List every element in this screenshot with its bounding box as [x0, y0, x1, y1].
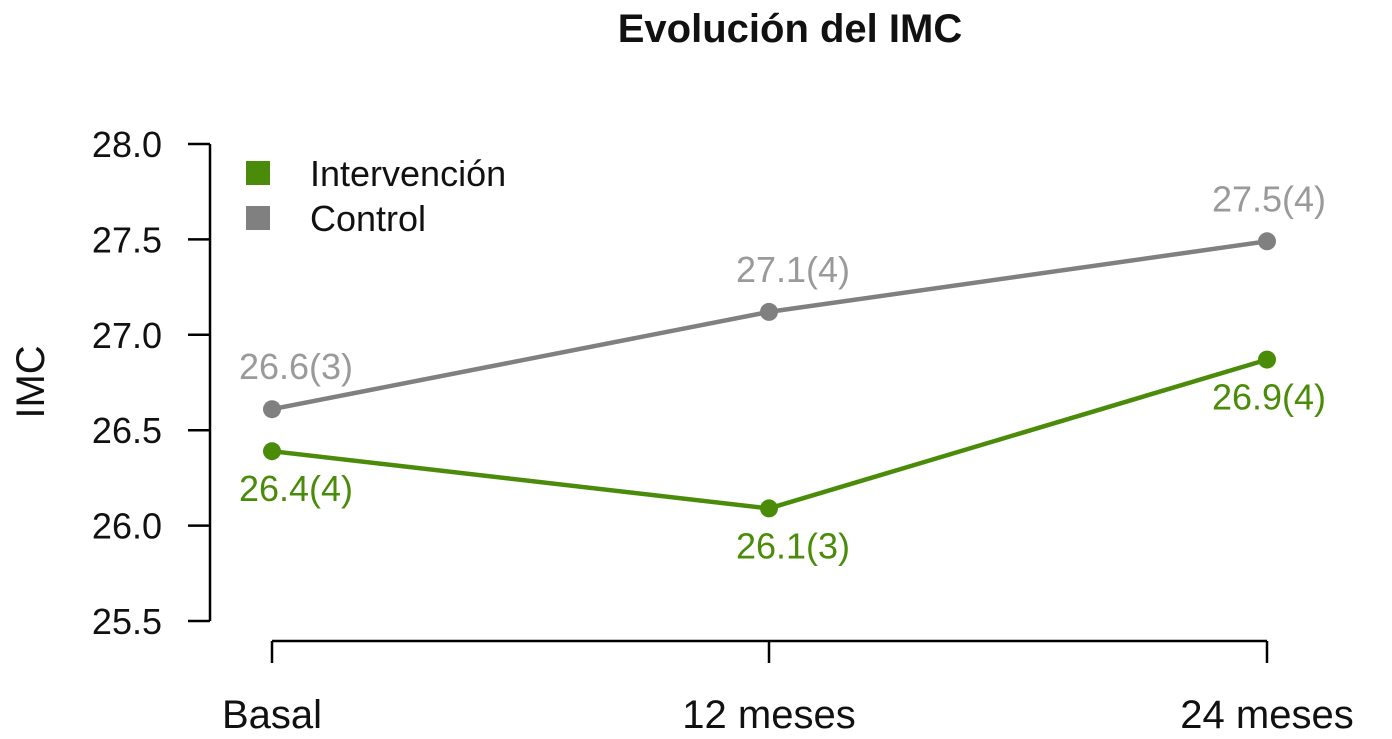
data-label: 26.4(4): [239, 468, 353, 509]
y-axis-label: IMC: [9, 345, 53, 418]
data-point: [1258, 232, 1276, 251]
y-tick-label: 27.0: [92, 315, 162, 356]
data-label: 26.1(3): [736, 525, 850, 566]
data-label: 27.1(4): [736, 249, 850, 290]
y-tick-label: 25.5: [92, 601, 162, 642]
legend-swatch: [246, 206, 270, 230]
y-tick-label: 26.5: [92, 410, 162, 451]
x-tick-label: 24 meses: [1180, 693, 1353, 737]
x-tick-label: Basal: [222, 693, 322, 737]
data-label: 26.9(4): [1212, 377, 1326, 418]
y-tick-label: 28.0: [92, 124, 162, 165]
data-point: [760, 499, 778, 518]
data-point: [760, 302, 778, 321]
y-tick-label: 26.0: [92, 506, 162, 547]
legend-label: Intervención: [310, 153, 506, 194]
data-point: [263, 400, 281, 419]
data-point: [1258, 350, 1276, 369]
chart-title: Evolución del IMC: [618, 7, 962, 51]
data-label: 27.5(4): [1212, 178, 1326, 219]
legend-swatch: [246, 161, 270, 185]
legend-label: Control: [310, 198, 426, 239]
data-point: [263, 442, 281, 461]
data-label: 26.6(3): [239, 346, 353, 387]
x-tick-label: 12 meses: [682, 693, 855, 737]
y-tick-label: 27.5: [92, 219, 162, 260]
